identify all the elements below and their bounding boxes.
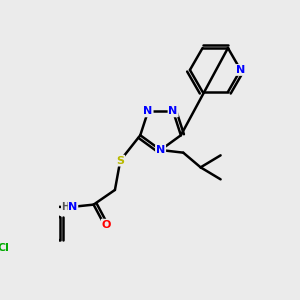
- Text: N: N: [68, 202, 78, 212]
- Text: N: N: [143, 106, 153, 116]
- Text: S: S: [116, 156, 124, 166]
- Text: N: N: [169, 106, 178, 116]
- Text: N: N: [156, 145, 165, 155]
- Text: N: N: [236, 65, 245, 75]
- Text: Cl: Cl: [0, 243, 10, 253]
- Text: O: O: [102, 220, 111, 230]
- Text: H: H: [61, 202, 70, 212]
